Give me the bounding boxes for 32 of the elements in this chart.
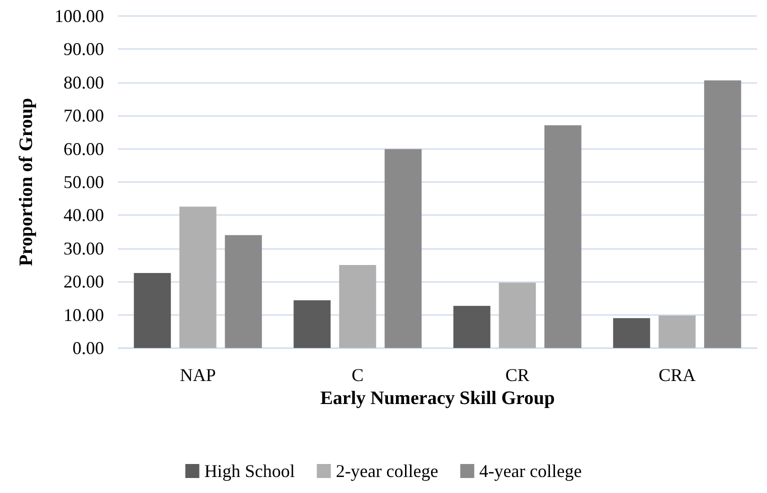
bar	[704, 80, 742, 348]
bar	[384, 149, 422, 348]
bar	[339, 265, 376, 348]
y-tick-label: 0.00	[72, 338, 104, 358]
bar	[179, 206, 216, 348]
bar	[453, 306, 490, 348]
x-tick-label: C	[352, 365, 364, 385]
bar	[224, 235, 262, 348]
y-axis-title: Proportion of Group	[16, 98, 37, 266]
bar	[134, 272, 171, 348]
y-tick-label: 20.00	[64, 272, 104, 292]
y-tick-label: 10.00	[64, 304, 104, 325]
x-tick-label: CRA	[658, 365, 696, 385]
bar	[613, 318, 650, 348]
y-tick-label: 40.00	[64, 205, 104, 226]
y-tick-label: 70.00	[64, 106, 104, 126]
bar	[544, 125, 582, 348]
bar	[498, 282, 536, 348]
bar	[658, 315, 696, 348]
x-axis-title: Early Numeracy Skill Group	[320, 388, 555, 409]
y-tick-label: 50.00	[64, 172, 104, 192]
legend-label: 2-year college	[336, 461, 438, 481]
y-tick-label: 60.00	[64, 138, 104, 159]
bar	[294, 300, 331, 348]
legend-label: High School	[204, 461, 295, 481]
y-tick-label: 80.00	[64, 72, 104, 92]
y-tick-label: 30.00	[64, 238, 104, 258]
x-tick-label: CR	[505, 365, 530, 385]
y-tick-label: 100.00	[54, 6, 104, 26]
legend-label: 4-year college	[479, 461, 582, 481]
x-tick-label: NAP	[180, 365, 216, 385]
y-tick-label: 90.00	[64, 39, 104, 60]
